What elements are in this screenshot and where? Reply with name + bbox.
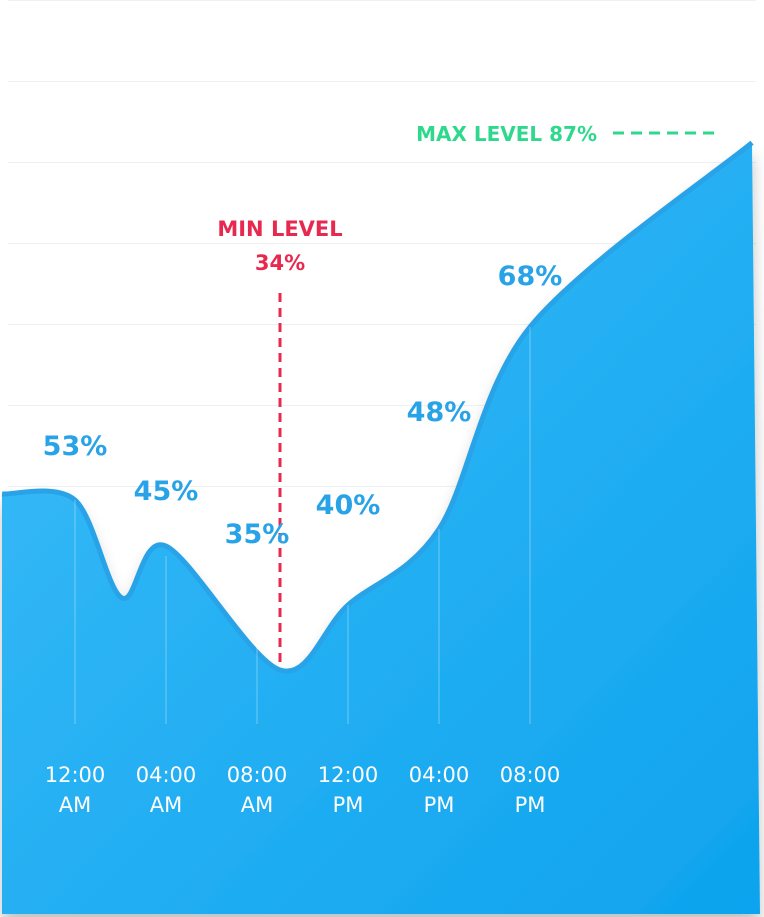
- value-label: 35%: [225, 519, 290, 550]
- value-label: 40%: [316, 490, 381, 521]
- area-fill: [2, 142, 760, 914]
- area-edge-line: [1, 140, 754, 674]
- max-level-label: MAX LEVEL 87%: [416, 122, 597, 146]
- value-labels: 53% 45% 35% 40% 48% 68%: [43, 261, 563, 550]
- x-tick-label: 08:00 AM: [227, 763, 288, 817]
- min-level-value: 34%: [255, 251, 305, 275]
- x-tick-label: 04:00 AM: [136, 763, 197, 817]
- value-label: 68%: [498, 261, 563, 292]
- x-tick-label: 08:00 PM: [500, 763, 561, 817]
- value-drop-lines: [74, 327, 531, 724]
- x-tick-label: 12:00 AM: [45, 763, 106, 817]
- value-label: 45%: [134, 476, 199, 507]
- value-label: 53%: [43, 431, 108, 462]
- value-label: 48%: [407, 397, 472, 428]
- x-tick-label: 04:00 PM: [409, 763, 470, 817]
- x-tick-label: 12:00 PM: [318, 763, 379, 817]
- grid-lines: [8, 0, 756, 487]
- min-level-title: MIN LEVEL: [217, 217, 342, 241]
- x-axis-tick-labels: 12:00 AM 04:00 AM 08:00 AM 12:00 PM 04:00 PM 08:00…: [45, 763, 561, 817]
